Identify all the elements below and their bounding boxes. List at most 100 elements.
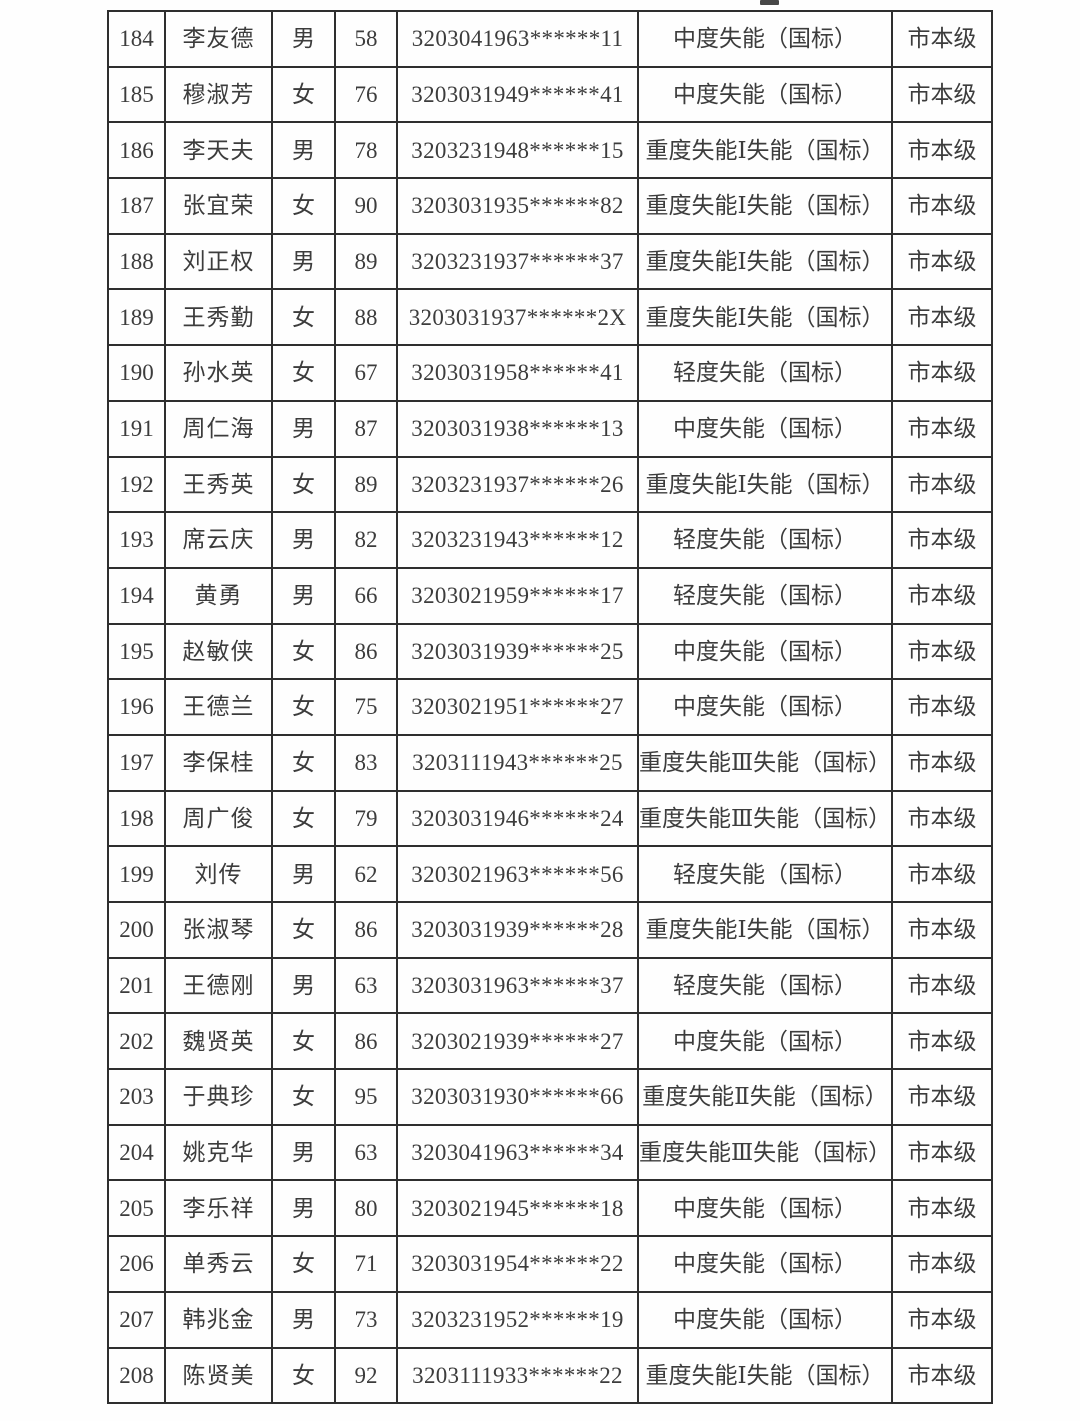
cell-name: 李天夫 <box>164 121 273 180</box>
table-row: 206 单秀云女 71 3203031954******22 中度失能（国标） 市本级 <box>107 1235 993 1293</box>
cell-name: 刘正权 <box>164 232 273 291</box>
cell-region: 市本级 <box>891 177 993 235</box>
cell-name: 王秀勤 <box>164 288 273 347</box>
cell-id: 3203021963******56 <box>396 845 639 903</box>
cell-region: 市本级 <box>891 65 993 124</box>
cell-no: 208 <box>107 1346 166 1405</box>
cell-level: 轻度失能（国标） <box>637 511 893 569</box>
cell-gender: 女 <box>271 1346 336 1405</box>
cell-level: 重度失能Ⅰ失能（国标） <box>637 288 893 347</box>
cell-name: 张宜荣 <box>164 177 273 235</box>
cell-age: 88 <box>334 288 398 347</box>
cell-age: 89 <box>334 232 398 291</box>
table-row: 196 王德兰女 75 3203021951******27 中度失能（国标） 市本级 <box>107 678 993 736</box>
table-row: 205 李乐祥男 80 3203021945******18 中度失能（国标） 市本级 <box>107 1179 993 1238</box>
cell-gender: 女 <box>271 678 336 736</box>
cell-gender: 男 <box>271 1123 336 1182</box>
cell-gender: 男 <box>271 10 336 68</box>
cell-region: 市本级 <box>891 1290 993 1349</box>
cell-id: 3203021951******27 <box>396 678 639 736</box>
cell-id: 3203021959******17 <box>396 566 639 625</box>
cell-name: 张淑琴 <box>164 901 273 959</box>
cell-region: 市本级 <box>891 1123 993 1182</box>
cell-age: 89 <box>334 455 398 514</box>
cell-region: 市本级 <box>891 399 993 458</box>
table-row: 192 王秀英女 89 3203231937******26 重度失能Ⅰ失能（国标） 市本… <box>107 455 993 514</box>
cell-region: 市本级 <box>891 232 993 291</box>
cell-age: 66 <box>334 566 398 625</box>
cell-name: 刘传 <box>164 845 273 903</box>
cell-gender: 男 <box>271 566 336 625</box>
cell-level: 重度失能Ⅰ失能（国标） <box>637 232 893 291</box>
cell-region: 市本级 <box>891 956 993 1015</box>
table-row: 193 席云庆男 82 3203231943******12 轻度失能（国标） 市本级 <box>107 511 993 569</box>
cell-id: 3203111933******22 <box>396 1346 639 1405</box>
cell-id: 3203111943******25 <box>396 733 639 792</box>
cell-region: 市本级 <box>891 288 993 347</box>
cell-gender: 女 <box>271 65 336 124</box>
roster-tbody: 184 李友德男 58 3203041963******11 中度失能（国标） 市本级 18… <box>107 10 993 1405</box>
cell-region: 市本级 <box>891 344 993 402</box>
cell-gender: 女 <box>271 901 336 959</box>
cell-level: 轻度失能（国标） <box>637 845 893 903</box>
cell-no: 204 <box>107 1123 166 1182</box>
cell-gender: 女 <box>271 622 336 681</box>
cell-region: 市本级 <box>891 733 993 792</box>
table-row: 189 王秀勤女 88 3203031937******2X 重度失能Ⅰ失能（国标） 市本… <box>107 288 993 347</box>
cell-level: 中度失能（国标） <box>637 1235 893 1293</box>
cell-id: 3203031938******13 <box>396 399 639 458</box>
cell-age: 78 <box>334 121 398 180</box>
cell-region: 市本级 <box>891 901 993 959</box>
table-row: 194 黄勇男 66 3203021959******17 轻度失能（国标） 市本级 <box>107 566 993 625</box>
cell-level: 轻度失能（国标） <box>637 956 893 1015</box>
cell-level: 中度失能（国标） <box>637 10 893 68</box>
cell-age: 73 <box>334 1290 398 1349</box>
cell-age: 90 <box>334 177 398 235</box>
cell-gender: 女 <box>271 1235 336 1293</box>
cell-level: 中度失能（国标） <box>637 1179 893 1238</box>
cell-age: 92 <box>334 1346 398 1405</box>
cell-no: 207 <box>107 1290 166 1349</box>
cell-no: 188 <box>107 232 166 291</box>
cell-id: 3203031958******41 <box>396 344 639 402</box>
cell-age: 63 <box>334 956 398 1015</box>
cell-no: 201 <box>107 956 166 1015</box>
cell-id: 3203041963******11 <box>396 10 639 68</box>
table-row: 198 周广俊女 79 3203031946******24 重度失能Ⅲ失能（国标） 市本… <box>107 789 993 848</box>
cell-id: 3203031939******25 <box>396 622 639 681</box>
cell-level: 重度失能Ⅱ失能（国标） <box>637 1068 893 1126</box>
cell-no: 193 <box>107 511 166 569</box>
cell-no: 206 <box>107 1235 166 1293</box>
cell-id: 3203231937******26 <box>396 455 639 514</box>
cell-no: 189 <box>107 288 166 347</box>
cell-gender: 女 <box>271 789 336 848</box>
cell-name: 黄勇 <box>164 566 273 625</box>
cell-gender: 男 <box>271 232 336 291</box>
table-row: 186 李天夫男 78 3203231948******15 重度失能Ⅰ失能（国标） 市本… <box>107 121 993 180</box>
cell-region: 市本级 <box>891 1068 993 1126</box>
cell-level: 重度失能Ⅰ失能（国标） <box>637 901 893 959</box>
cell-name: 王德兰 <box>164 678 273 736</box>
cell-gender: 男 <box>271 511 336 569</box>
table-row: 197 李保桂女 83 3203111943******25 重度失能Ⅲ失能（国标） 市本… <box>107 733 993 792</box>
cell-level: 轻度失能（国标） <box>637 344 893 402</box>
table-row: 204 姚克华男 63 3203041963******34 重度失能Ⅲ失能（国标） 市本… <box>107 1123 993 1182</box>
cell-region: 市本级 <box>891 10 993 68</box>
cell-region: 市本级 <box>891 1235 993 1293</box>
disability-roster-table: 184 李友德男 58 3203041963******11 中度失能（国标） 市本级 18… <box>107 10 993 1405</box>
cell-id: 3203021945******18 <box>396 1179 639 1238</box>
cell-name: 陈贤美 <box>164 1346 273 1405</box>
cell-level: 重度失能Ⅲ失能（国标） <box>637 1123 893 1182</box>
cell-age: 87 <box>334 399 398 458</box>
cell-id: 3203021939******27 <box>396 1012 639 1071</box>
cell-gender: 女 <box>271 1068 336 1126</box>
cell-gender: 女 <box>271 733 336 792</box>
cell-region: 市本级 <box>891 622 993 681</box>
cell-id: 3203041963******34 <box>396 1123 639 1182</box>
cell-id: 3203231943******12 <box>396 511 639 569</box>
cell-no: 205 <box>107 1179 166 1238</box>
cell-region: 市本级 <box>891 678 993 736</box>
cell-no: 199 <box>107 845 166 903</box>
cell-level: 中度失能（国标） <box>637 678 893 736</box>
